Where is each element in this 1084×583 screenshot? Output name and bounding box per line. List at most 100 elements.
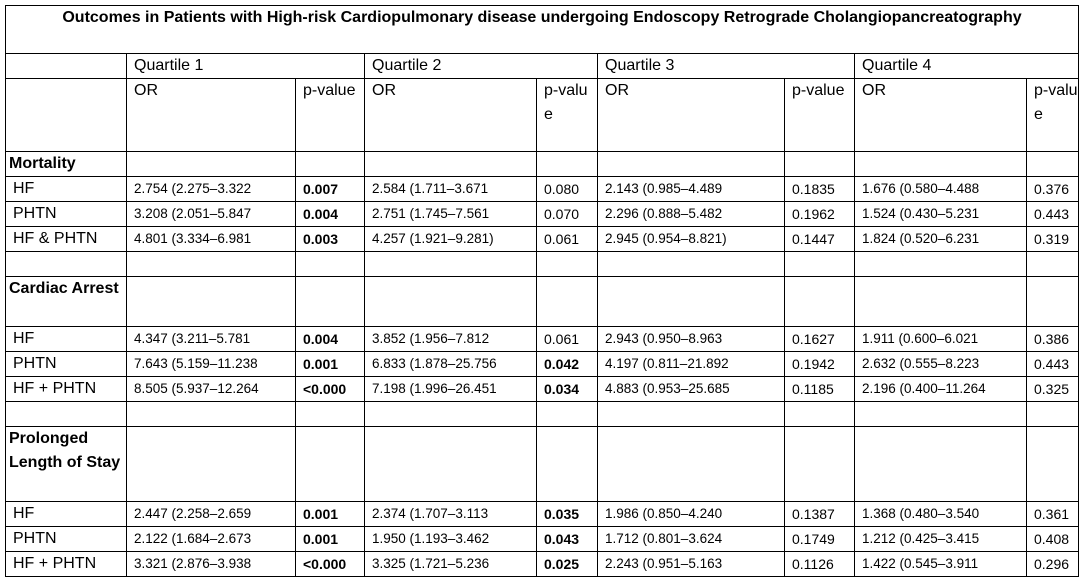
empty-cell bbox=[364, 401, 537, 427]
or-value: 2.754 (2.275–3.322 bbox=[126, 176, 296, 202]
or-value: 2.447 (2.258–2.659 bbox=[126, 501, 296, 527]
table-row: PHTN 7.643 (5.159–11.238 0.001 6.833 (1.878… bbox=[5, 351, 1079, 377]
row-label: PHTN bbox=[5, 201, 127, 227]
empty-cell bbox=[1026, 426, 1079, 502]
empty-cell bbox=[126, 426, 296, 502]
or-header: OR bbox=[854, 78, 1027, 152]
empty-cell bbox=[295, 426, 365, 502]
or-value: 1.524 (0.430–5.231 bbox=[854, 201, 1027, 227]
empty-cell bbox=[536, 251, 598, 277]
empty-cell bbox=[295, 276, 365, 327]
empty-cell bbox=[1026, 276, 1079, 327]
section-title: Prolonged Length of Stay bbox=[5, 426, 127, 502]
empty-cell bbox=[536, 401, 598, 427]
p-value: 0.408 bbox=[1026, 526, 1079, 552]
quartile-header: Quartile 1 bbox=[126, 53, 365, 79]
row-label: HF bbox=[5, 176, 127, 202]
empty-cell bbox=[597, 276, 785, 327]
or-header: OR bbox=[126, 78, 296, 152]
pvalue-header: p-valu e bbox=[536, 78, 598, 152]
table-row: HF 2.754 (2.275–3.322 0.007 2.584 (1.711–3.… bbox=[5, 176, 1079, 202]
or-value: 2.143 (0.985–4.489 bbox=[597, 176, 785, 202]
or-value: 1.368 (0.480–3.540 bbox=[854, 501, 1027, 527]
row-label: HF bbox=[5, 326, 127, 352]
or-value: 1.676 (0.580–4.488 bbox=[854, 176, 1027, 202]
p-value: 0.025 bbox=[536, 551, 598, 577]
quartile-header: Quartile 2 bbox=[364, 53, 598, 79]
p-value: 0.004 bbox=[295, 326, 365, 352]
section-header-row: Mortality bbox=[5, 151, 1079, 177]
pvalue-header: p-value bbox=[295, 78, 365, 152]
table-row: HF + PHTN 8.505 (5.937–12.264 <0.000 7.198 … bbox=[5, 376, 1079, 402]
p-value: 0.443 bbox=[1026, 201, 1079, 227]
p-value: 0.1126 bbox=[784, 551, 855, 577]
or-value: 3.321 (2.876–3.938 bbox=[126, 551, 296, 577]
p-value: 0.061 bbox=[536, 226, 598, 252]
empty-cell bbox=[784, 401, 855, 427]
empty-cell bbox=[295, 251, 365, 277]
empty-cell bbox=[1026, 401, 1079, 427]
empty-cell bbox=[364, 151, 537, 177]
or-value: 7.643 (5.159–11.238 bbox=[126, 351, 296, 377]
p-value: 0.1447 bbox=[784, 226, 855, 252]
or-value: 3.208 (2.051–5.847 bbox=[126, 201, 296, 227]
or-value: 4.197 (0.811–21.892 bbox=[597, 351, 785, 377]
table-row: HF + PHTN 3.321 (2.876–3.938 <0.000 3.325 (… bbox=[5, 551, 1079, 577]
or-value: 3.325 (1.721–5.236 bbox=[364, 551, 537, 577]
p-value: 0.035 bbox=[536, 501, 598, 527]
p-value: <0.000 bbox=[295, 551, 365, 577]
outcomes-table: Outcomes in Patients with High-risk Card… bbox=[5, 5, 1079, 577]
quartile-header: Quartile 3 bbox=[597, 53, 855, 79]
empty-cell bbox=[854, 401, 1027, 427]
table-row: HF 2.447 (2.258–2.659 0.001 2.374 (1.707–3.… bbox=[5, 501, 1079, 527]
p-value: 0.443 bbox=[1026, 351, 1079, 377]
empty-cell bbox=[784, 251, 855, 277]
row-label: HF + PHTN bbox=[5, 376, 127, 402]
empty-cell bbox=[126, 251, 296, 277]
or-value: 1.911 (0.600–6.021 bbox=[854, 326, 1027, 352]
p-value: 0.070 bbox=[536, 201, 598, 227]
or-value: 4.257 (1.921–9.281) bbox=[364, 226, 537, 252]
p-value: 0.043 bbox=[536, 526, 598, 552]
or-value: 2.122 (1.684–2.673 bbox=[126, 526, 296, 552]
p-value: 0.001 bbox=[295, 351, 365, 377]
or-value: 2.196 (0.400–11.264 bbox=[854, 376, 1027, 402]
p-value: 0.319 bbox=[1026, 226, 1079, 252]
or-value: 1.986 (0.850–4.240 bbox=[597, 501, 785, 527]
row-label: HF & PHTN bbox=[5, 226, 127, 252]
section-header-row: Cardiac Arrest bbox=[5, 276, 1079, 327]
empty-cell bbox=[364, 426, 537, 502]
empty-cell bbox=[295, 151, 365, 177]
p-value: 0.386 bbox=[1026, 326, 1079, 352]
or-value: 4.883 (0.953–25.685 bbox=[597, 376, 785, 402]
or-value: 2.751 (1.745–7.561 bbox=[364, 201, 537, 227]
empty-cell bbox=[854, 251, 1027, 277]
or-value: 2.584 (1.711–3.671 bbox=[364, 176, 537, 202]
p-value: 0.003 bbox=[295, 226, 365, 252]
p-value: 0.007 bbox=[295, 176, 365, 202]
empty-cell bbox=[784, 151, 855, 177]
p-value: 0.080 bbox=[536, 176, 598, 202]
section-header-row: Prolonged Length of Stay bbox=[5, 426, 1079, 502]
p-value: 0.1749 bbox=[784, 526, 855, 552]
empty-cell bbox=[854, 151, 1027, 177]
empty-cell bbox=[597, 251, 785, 277]
empty-cell bbox=[597, 151, 785, 177]
empty-cell bbox=[536, 151, 598, 177]
p-value: 0.361 bbox=[1026, 501, 1079, 527]
table-row: HF & PHTN 4.801 (3.334–6.981 0.003 4.257 (1… bbox=[5, 226, 1079, 252]
or-header: OR bbox=[597, 78, 785, 152]
p-value: 0.004 bbox=[295, 201, 365, 227]
empty-cell bbox=[5, 401, 127, 427]
row-label: PHTN bbox=[5, 526, 127, 552]
empty-cell bbox=[597, 426, 785, 502]
p-value: 0.1387 bbox=[784, 501, 855, 527]
or-value: 2.243 (0.951–5.163 bbox=[597, 551, 785, 577]
empty-cell bbox=[5, 251, 127, 277]
pvalue-header: p-value bbox=[784, 78, 855, 152]
p-value: 0.1185 bbox=[784, 376, 855, 402]
empty-cell bbox=[854, 426, 1027, 502]
p-value: 0.001 bbox=[295, 526, 365, 552]
quartile-header: Quartile 4 bbox=[854, 53, 1079, 79]
row-label: HF bbox=[5, 501, 127, 527]
